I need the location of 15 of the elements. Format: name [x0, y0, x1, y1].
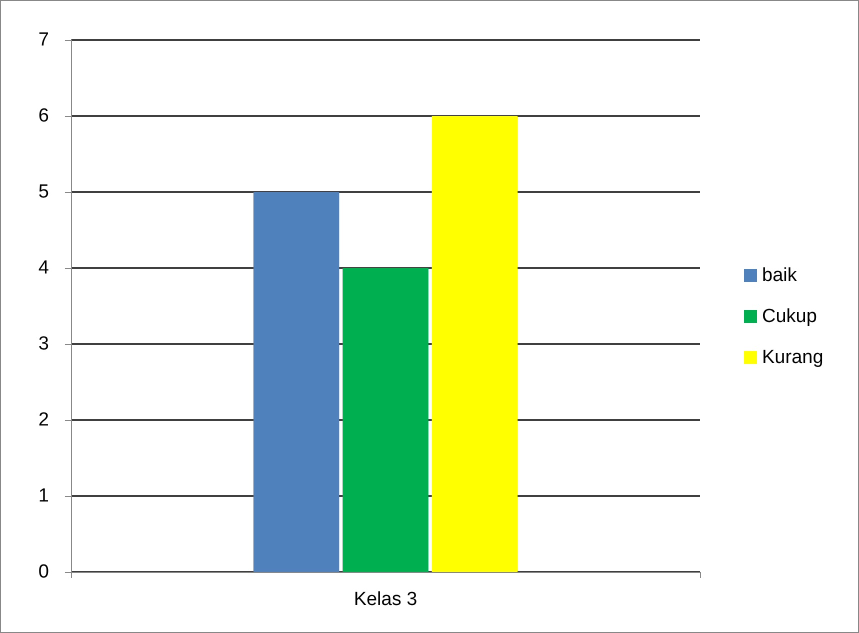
y-tick-label: 7: [38, 30, 49, 50]
y-tick-label: 4: [38, 258, 50, 278]
bar: [432, 116, 518, 572]
bar: [342, 268, 428, 572]
y-tick-label: 0: [38, 562, 49, 582]
y-tick-label: 6: [38, 106, 49, 126]
y-tick-label: 5: [38, 182, 49, 202]
x-tick-label: Kelas 3: [354, 589, 418, 610]
legend-label: baik: [762, 265, 798, 286]
y-tick-label: 1: [38, 486, 49, 506]
y-tick-label: 2: [38, 410, 49, 430]
legend-label: Cukup: [762, 306, 817, 327]
legend-label: Kurang: [762, 347, 824, 368]
y-tick-label: 3: [38, 334, 49, 354]
bar: [253, 192, 340, 572]
